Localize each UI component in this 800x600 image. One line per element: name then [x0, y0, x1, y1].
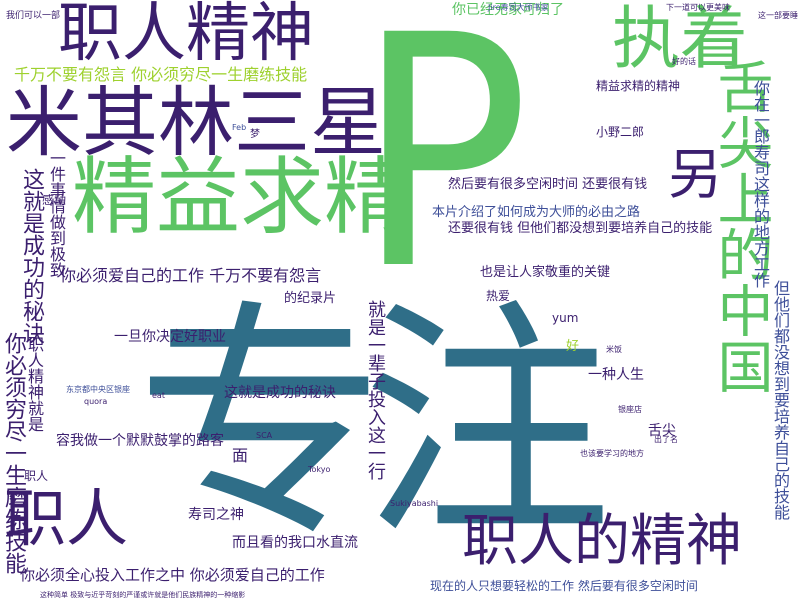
word-decide-job: 一旦你决定好职业 [114, 329, 226, 345]
word-ono-jiro: 小野二郎 [596, 125, 645, 139]
word-tiny-dream: 梦 [250, 129, 260, 140]
word-full-devotion: 你必须全心投入工作之中 你必须爱自己的工作 [20, 566, 325, 584]
word-touched: 感动 [42, 193, 67, 207]
word-zhuan: 专 [136, 279, 386, 570]
word-love-work: 你必须爱自己的工作 千万不要有怨言 [60, 266, 322, 285]
word-no-skill-plan: 还要很有钱 但他们都没想到要培养自己的技能 [448, 221, 713, 236]
word-space-money: 然后要有很多空闲时间 还要很有钱 [448, 177, 648, 192]
word-ling: 另 [668, 143, 722, 206]
word-relaxed-work: 现在的人只想要轻松的工作 然后要有很多空闲时间 [430, 579, 698, 593]
word-tongue: 舌尖 [648, 423, 676, 439]
word-no-complaint: 千万不要有怨言 你必须穷尽一生磨练技能 [14, 65, 308, 84]
word-one-life: 一种人生 [588, 367, 644, 383]
word-tiny-ginbay: 也该要学习的地方 [580, 449, 644, 458]
word-mid-vertical-lifetime: 就是一辈子投入这一行 [365, 300, 386, 480]
word-zhiren-big: 职人 [4, 482, 129, 555]
word-spirit-bottom: 职人的精神 [462, 509, 742, 574]
word-spirit-top: 职人精神 [58, 0, 314, 71]
word-noodle: 面 [232, 446, 249, 465]
word-right-vertical-jiro: 但他们都没想到要培养自己的技能 [771, 280, 790, 520]
word-left-vertical-success: 这就是成功的秘诀 [19, 168, 44, 344]
word-tiny-sukiyabashi: Sukiyabashi [390, 499, 439, 508]
word-shokunin: 职人 [24, 469, 49, 483]
word-already-home: 你已经无家可归了 [452, 2, 564, 18]
word-success-secret: 这就是成功的秘诀 [224, 385, 336, 401]
word-left-vertical-skill: 你必须穷尽一生磨练技能 [1, 332, 26, 574]
word-master-road: 本片介绍了如何成为大师的必由之路 [432, 205, 641, 220]
word-michelin: 米其林三星 [6, 78, 386, 167]
word-tiny-rice: 米饭 [606, 345, 622, 354]
word-jingyi-big: 精益求精 [72, 148, 409, 246]
word-sushi-god: 寿司之神 [188, 507, 244, 523]
word-popular: 热爱 [486, 289, 511, 303]
word-left-vertical-thing: 一件事情做到极致 [47, 150, 66, 278]
word-tiny-left: 我们可以一部 [6, 11, 61, 21]
word-tiny-shop: 出了名 [654, 435, 678, 444]
word-tiny-eat: eat [152, 391, 165, 400]
word-right-vertical-sushi: 你在一郎寿司这样的地方工作 [751, 80, 770, 288]
word-left-vertical-work: 职人精神就是 [25, 336, 44, 432]
word-tiny-ginza: 银座店 [618, 405, 642, 414]
word-respected: 也是让人家敬重的关键 [480, 265, 611, 280]
word-good: 好 [566, 339, 580, 354]
word-tiny-tokyo-en: Tokyo [308, 465, 331, 474]
word-jingyi-small: 精益求精的精神 [596, 79, 681, 93]
word-tiny-quora: quora [84, 397, 108, 406]
word-zhizhuo: 执着 [612, 0, 749, 79]
word-small-shop: 而且看的我口水直流 [232, 535, 358, 551]
word-tiny-next: 下一道可以更美味 [666, 3, 730, 12]
word-tiny-sleep: 这一部要睡 [758, 11, 798, 20]
word-p: P [356, 0, 530, 340]
word-tiny-feb: Feb [232, 123, 247, 132]
word-tiny-yes: 好的话 [672, 57, 696, 66]
word-tiny-jiro: Jiro寿司大师书家 [488, 3, 549, 12]
word-zhu: 注 [362, 279, 612, 570]
word-tiny-tokyo: 东京都中央区银座 [66, 385, 130, 394]
word-tip-of-china: 舌尖上的中国 [708, 58, 773, 394]
word-documentary: 的纪录片 [284, 291, 337, 306]
word-yum: yum [552, 311, 579, 325]
word-silent-road: 容我做一个默默鼓掌的路客 [56, 433, 224, 449]
word-tiny-sca: SCA [256, 431, 273, 440]
word-tiny-bottom: 这种简单 极致与近乎苛刻的严谨或许就是他们民族精神的一种缩影 [40, 591, 246, 599]
